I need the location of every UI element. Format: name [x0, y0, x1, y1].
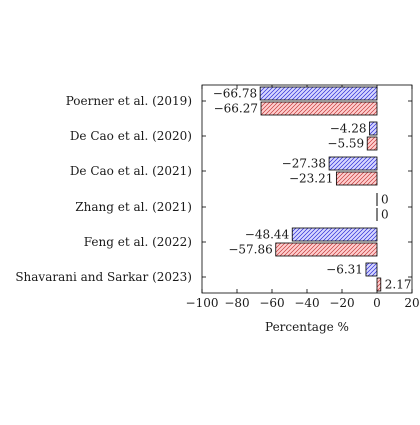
x-axis-label: Percentage % [265, 320, 349, 334]
y-category-label: Shavarani and Sarkar (2023) [15, 270, 192, 284]
x-tick-label: −80 [224, 296, 249, 310]
x-tick-label: −100 [186, 296, 219, 310]
bar [292, 228, 377, 241]
bar-value-label: −66.78 [213, 87, 257, 101]
bar-value-label: 0 [381, 208, 389, 222]
bar [329, 157, 377, 170]
bar [377, 278, 381, 291]
bar-value-label: −48.44 [245, 228, 290, 242]
plot-frame [202, 85, 412, 293]
x-tick-label: −40 [294, 296, 319, 310]
bar [276, 243, 377, 256]
y-category-label: De Cao et al. (2021) [70, 164, 192, 178]
bar-value-label: −66.27 [214, 102, 258, 116]
y-category-label: Feng et al. (2022) [84, 235, 192, 249]
bar-value-label: −57.86 [228, 243, 272, 257]
y-category-label: Poerner et al. (2019) [66, 94, 192, 108]
bar-value-label: 2.17 [385, 278, 412, 292]
bar-value-label: −27.38 [282, 157, 326, 171]
x-tick-label: −20 [329, 296, 354, 310]
bar [261, 102, 377, 115]
bar [366, 263, 377, 276]
bar [260, 87, 377, 100]
x-tick-label: 20 [404, 296, 419, 310]
bar [370, 122, 377, 135]
x-tick-label: 0 [373, 296, 381, 310]
bar-value-label: 0 [381, 193, 389, 207]
bar-value-label: −6.31 [326, 263, 363, 277]
bar-value-label: −4.28 [330, 122, 367, 136]
bar-value-label: −23.21 [289, 172, 333, 186]
y-category-label: Zhang et al. (2021) [75, 200, 192, 214]
x-tick-label: −60 [259, 296, 284, 310]
bar [367, 137, 377, 150]
bar [336, 172, 377, 185]
bar-value-label: −5.59 [327, 137, 364, 151]
y-category-label: De Cao et al. (2020) [70, 129, 192, 143]
